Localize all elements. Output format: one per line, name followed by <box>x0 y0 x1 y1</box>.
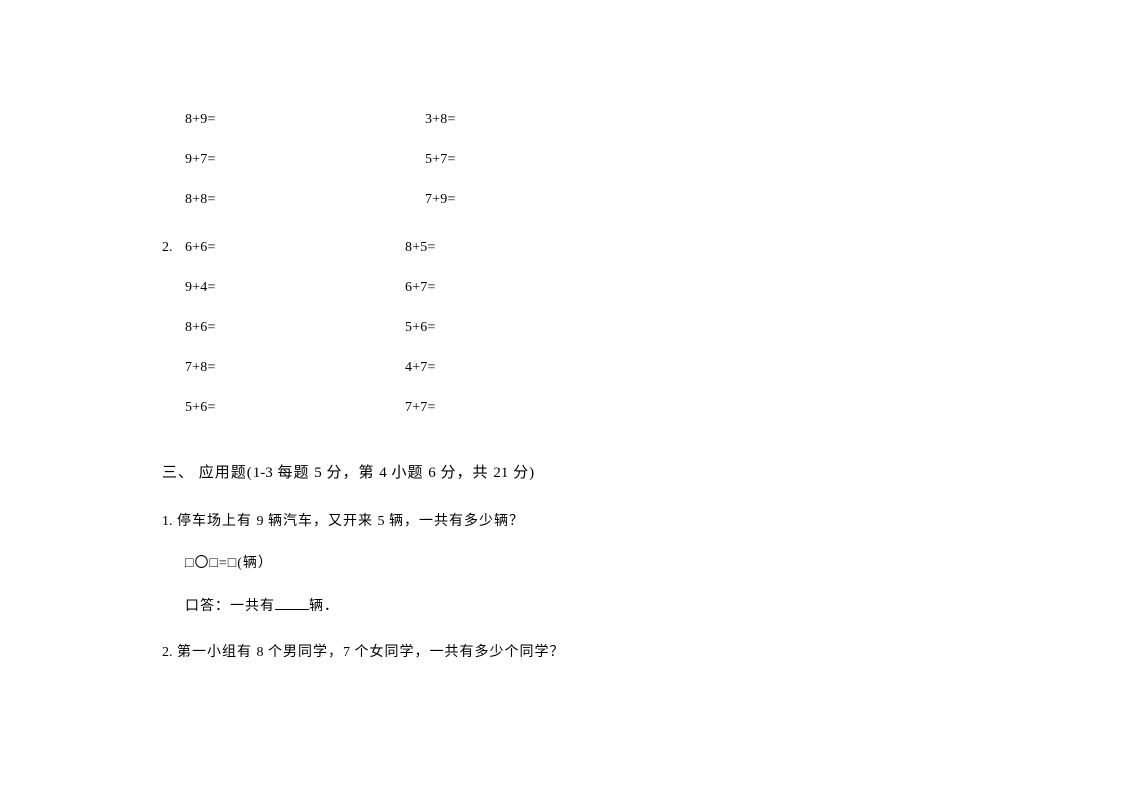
equation-group-1: 8+9= 3+8= 9+7= 5+7= 8+8= 7+9= <box>185 110 945 230</box>
question-text-line: 2. 第一小组有 8 个男同学，7 个女同学，一共有多少个同学？ <box>162 643 945 663</box>
equation-row: 9+4= 6+7= <box>185 278 945 318</box>
answer-line: 口答：一共有 辆． <box>185 595 945 617</box>
heading-text: 分，共 <box>436 465 494 481</box>
equation-cell: 8+9= <box>185 110 425 130</box>
equation-row: 7+8= 4+7= <box>185 358 945 398</box>
heading-text: 三、 应用题( <box>162 465 253 481</box>
heading-number: 4 <box>379 465 387 481</box>
question-text: 辆汽车，又开来 <box>264 514 378 529</box>
heading-number: 6 <box>428 465 436 481</box>
heading-number: 1-3 <box>253 465 273 481</box>
heading-text: 小题 <box>387 465 429 481</box>
question-number: 1. <box>162 514 173 529</box>
heading-text: 分，第 <box>322 465 380 481</box>
equation-boxes: □〇□=□(辆） <box>185 554 945 574</box>
question-value: 5 <box>378 514 385 529</box>
question-text: 个女同学，一共有多少个同学？ <box>350 645 565 660</box>
answer-suffix: 辆． <box>309 599 339 614</box>
equation-row: 2. 6+6= 8+5= <box>162 238 945 278</box>
equation-cell: 8+5= <box>405 238 605 258</box>
question-text-line: 1. 停车场上有 9 辆汽车，又开来 5 辆，一共有多少辆？ <box>162 512 945 532</box>
equation-cell: 7+7= <box>405 398 605 418</box>
equation-cell: 9+7= <box>185 150 425 170</box>
equation-row: 8+8= 7+9= <box>185 190 945 230</box>
question-value: 8 <box>257 645 264 660</box>
equation-row: 8+9= 3+8= <box>185 110 945 150</box>
equation-row: 9+7= 5+7= <box>185 150 945 190</box>
worksheet-page: 8+9= 3+8= 9+7= 5+7= 8+8= 7+9= 2. 6+6= 8+… <box>0 0 945 662</box>
question-text: 辆，一共有多少辆？ <box>385 514 525 529</box>
equation-cell: 8+8= <box>185 190 425 210</box>
equation-group-2: 2. 6+6= 8+5= 9+4= 6+7= 8+6= 5+6= 7+8= 4+… <box>185 238 945 438</box>
group-number: 2. <box>162 238 185 258</box>
equation-cell: 7+9= <box>425 190 625 210</box>
question-text: 个男同学， <box>264 645 344 660</box>
question-number: 2. <box>162 645 173 660</box>
answer-prefix: 口答：一共有 <box>185 599 275 614</box>
heading-number: 21 <box>493 465 508 481</box>
heading-text: 每题 <box>273 465 315 481</box>
question-value: 7 <box>343 645 350 660</box>
equation-cell: 6+7= <box>405 278 605 298</box>
heading-number: 5 <box>314 465 322 481</box>
equation-row: 8+6= 5+6= <box>185 318 945 358</box>
equation-cell: 5+6= <box>405 318 605 338</box>
question-text: 第一小组有 <box>173 645 257 660</box>
section-3-heading: 三、 应用题(1-3 每题 5 分，第 4 小题 6 分，共 21 分) <box>162 463 945 484</box>
equation-cell: 9+4= <box>185 278 405 298</box>
question-text: 停车场上有 <box>173 514 257 529</box>
equation-cell: 5+6= <box>185 398 405 418</box>
equation-cell: 3+8= <box>425 110 625 130</box>
equation-cell: 5+7= <box>425 150 625 170</box>
equation-cell: 7+8= <box>185 358 405 378</box>
question-value: 9 <box>257 514 264 529</box>
equation-cell: 8+6= <box>185 318 405 338</box>
question-2: 2. 第一小组有 8 个男同学，7 个女同学，一共有多少个同学？ <box>185 643 945 663</box>
heading-text: 分) <box>508 465 535 481</box>
answer-blank[interactable] <box>275 595 309 610</box>
equation-cell: 4+7= <box>405 358 605 378</box>
equation-cell: 6+6= <box>185 238 405 258</box>
equation-row: 5+6= 7+7= <box>185 398 945 438</box>
question-1: 1. 停车场上有 9 辆汽车，又开来 5 辆，一共有多少辆？ □〇□=□(辆） … <box>185 512 945 617</box>
